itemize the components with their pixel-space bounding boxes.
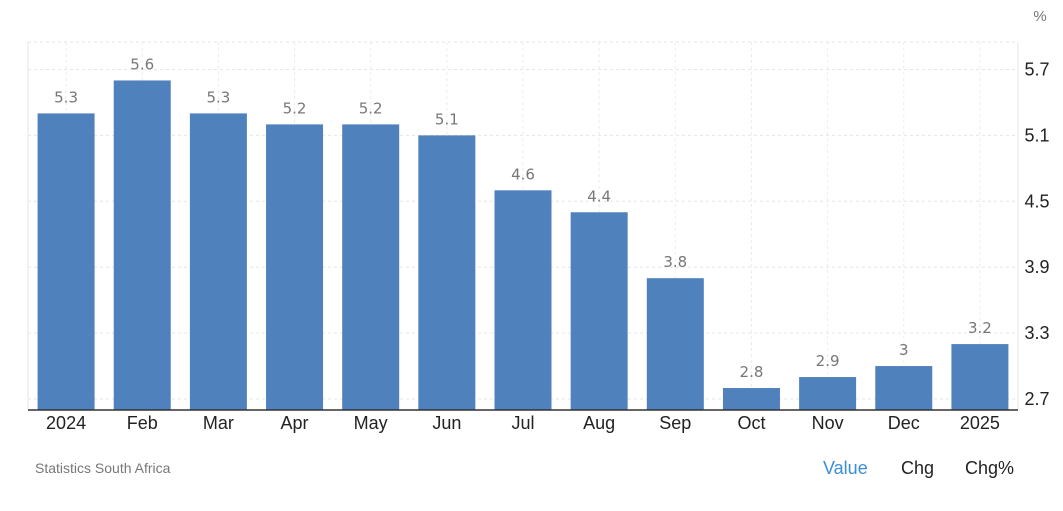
- bar[interactable]: [799, 377, 857, 410]
- bar[interactable]: [342, 124, 400, 410]
- bar-value-label: 2.8: [740, 363, 764, 381]
- x-tick-label: Mar: [203, 413, 234, 433]
- bar-value-label: 5.1: [435, 110, 459, 128]
- bar-value-label: 3.2: [968, 319, 992, 337]
- tab-value[interactable]: Value: [823, 458, 868, 478]
- y-tick-label: 3.9: [1024, 257, 1049, 277]
- bar[interactable]: [37, 113, 95, 410]
- tab-chg[interactable]: Chg: [901, 458, 935, 478]
- y-tick-label: 4.5: [1024, 191, 1049, 211]
- x-tick-label: Dec: [888, 413, 920, 433]
- bar-value-label: 5.2: [283, 99, 307, 117]
- chart-x-axis: 2024 Feb Mar Apr May Jun Jul Aug Sep Oct Nov Dec 202…: [28, 409, 1018, 433]
- y-tick-label: 3.3: [1024, 323, 1049, 343]
- y-tick-label: 5.1: [1024, 125, 1049, 145]
- bar-value-label: 3.8: [663, 253, 687, 271]
- bar[interactable]: [875, 366, 933, 410]
- bar[interactable]: [494, 190, 552, 410]
- x-tick-label: Jun: [432, 413, 461, 433]
- tab-chg-percent[interactable]: Chg%: [965, 458, 1015, 478]
- y-axis-unit: %: [1033, 8, 1046, 25]
- bar-value-label: 5.2: [359, 99, 383, 117]
- bar[interactable]: [266, 124, 324, 410]
- x-tick-label: 2025: [960, 413, 1000, 433]
- bar-value-label: 5.3: [54, 88, 78, 106]
- x-tick-label: Sep: [659, 413, 691, 433]
- bar-value-label: 5.6: [130, 55, 154, 73]
- chart-value-labels: 5.3 5.6 5.3 5.2 5.2 5.1 4.6 4.4 3.8 2.8 2.9 3 3.2: [54, 55, 992, 381]
- x-tick-label: Nov: [812, 413, 844, 433]
- bar[interactable]: [646, 278, 704, 410]
- x-tick-label: Oct: [737, 413, 765, 433]
- x-tick-label: Aug: [583, 413, 615, 433]
- y-tick-label: 2.7: [1024, 389, 1049, 409]
- bar[interactable]: [189, 113, 247, 410]
- x-tick-label: May: [354, 413, 388, 433]
- bar-value-label: 3: [899, 341, 909, 359]
- bar-value-label: 5.3: [206, 88, 230, 106]
- bar[interactable]: [113, 80, 171, 411]
- x-tick-label: Jul: [511, 413, 534, 433]
- x-tick-label: 2024: [46, 413, 86, 433]
- y-tick-label: 5.7: [1024, 59, 1049, 79]
- bar-value-label: 4.4: [587, 187, 611, 205]
- chart-bars: [37, 80, 1009, 411]
- x-tick-label: Apr: [281, 413, 309, 433]
- bar-value-label: 4.6: [511, 165, 535, 183]
- series-mode-tabs: Value Chg Chg%: [0, 458, 1063, 482]
- bar[interactable]: [951, 344, 1009, 410]
- source-label: Statistics South Africa: [35, 460, 171, 476]
- chart-y-axis: 5.7 5.1 4.5 3.9 3.3 2.7: [1024, 59, 1049, 409]
- bar-value-label: 2.9: [816, 352, 840, 370]
- bar[interactable]: [418, 135, 476, 410]
- x-tick-label: Feb: [127, 413, 158, 433]
- bar[interactable]: [722, 388, 780, 410]
- bar[interactable]: [570, 212, 628, 410]
